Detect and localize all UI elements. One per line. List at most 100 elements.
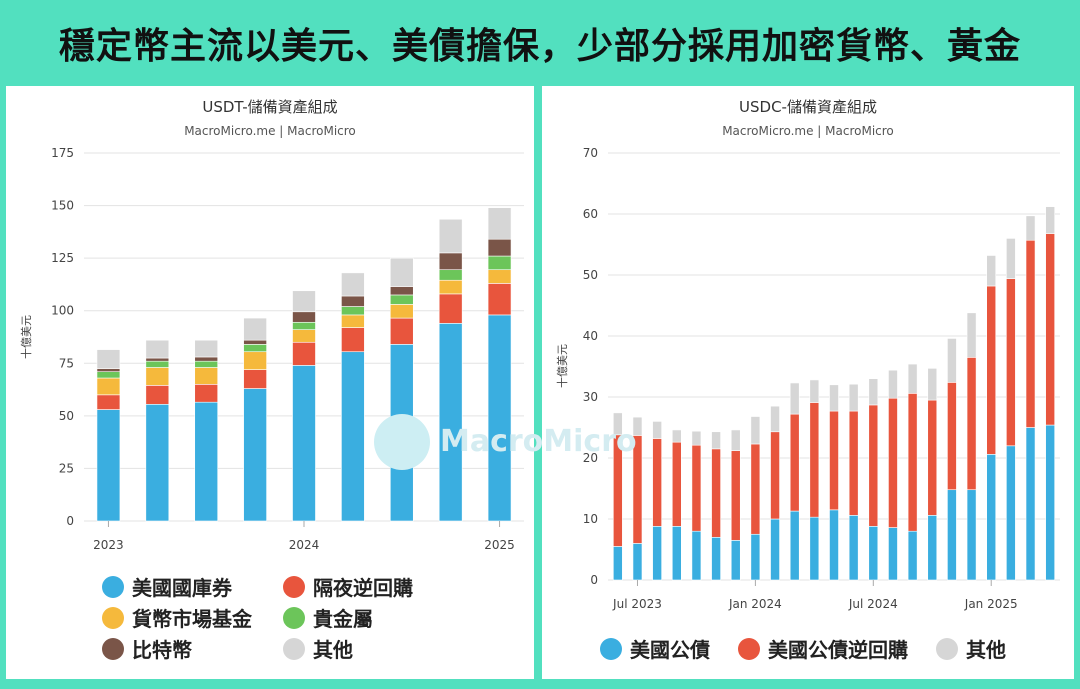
bar-segment-other	[927, 368, 938, 401]
legend-swatch-icon	[600, 637, 622, 660]
legend-label: 貴金屬	[313, 607, 373, 631]
legend-swatch-icon	[102, 575, 124, 598]
headline: 穩定幣主流以美元、美債擔保，少部分採用加密貨幣、黃金	[58, 26, 1021, 67]
brand-footer: 大数跨境	[10, 654, 114, 679]
bar-segment-repo	[829, 410, 839, 511]
bar-segment-other	[652, 421, 662, 439]
y-tick-label: 20	[583, 451, 598, 465]
y-tick-label: 50	[59, 409, 74, 423]
bar-segment-btc	[341, 295, 365, 307]
x-tick-label: Jan 2024	[728, 597, 782, 611]
y-axis-label: 十億美元	[555, 344, 569, 388]
bar-segment-mmf	[487, 269, 512, 284]
bar-segment-repo	[1045, 233, 1055, 426]
legend-item[interactable]: 隔夜逆回購	[283, 572, 413, 601]
bar-segment-repo	[145, 385, 170, 405]
y-tick-label: 0	[590, 573, 598, 587]
bar-segment-treasury	[1006, 445, 1016, 581]
bar-segment-mmf	[389, 304, 414, 319]
bar-segment-other	[711, 431, 721, 450]
legend-label: 美國國庫券	[132, 576, 232, 600]
usdc-chart-panel: USDC-儲備資產組成 MacroMicro.me | MacroMicro 0…	[542, 86, 1074, 679]
y-tick-label: 125	[51, 251, 74, 265]
bar-segment-repo	[986, 285, 997, 455]
chart-subtitle: MacroMicro.me | MacroMicro	[722, 124, 894, 138]
watermark-logo-icon	[374, 414, 430, 470]
bar-segment-other	[730, 429, 741, 451]
y-tick-label: 50	[583, 268, 598, 282]
bar-segment-other	[750, 416, 761, 445]
bar-segment-treasury	[487, 314, 512, 522]
legend-item[interactable]: 比特幣	[102, 634, 192, 663]
legend-item[interactable]: 美國公債逆回購	[738, 634, 908, 663]
bar-segment-treasury	[947, 489, 957, 581]
usdt-plot-area: 0 25 50 75 100 125 150 175 十億美元 2023 2024 2025	[19, 146, 524, 552]
y-tick-label: 60	[583, 207, 598, 221]
bar-segment-treasury	[966, 489, 977, 581]
bar-segment-other	[986, 255, 997, 287]
bar-segment-other	[888, 369, 898, 399]
bar-segment-gold	[341, 306, 365, 316]
bar-segment-treasury	[750, 533, 761, 581]
bar-segment-treasury	[770, 518, 780, 581]
bar-segment-treasury	[809, 516, 820, 581]
chart-subtitle: MacroMicro.me | MacroMicro	[184, 124, 356, 138]
bar-segment-btc	[243, 339, 267, 345]
bar-segment-repo	[691, 444, 702, 532]
bar-segment-mmf	[243, 351, 267, 370]
bar-segment-treasury	[194, 401, 219, 522]
x-tick-label: 2025	[484, 538, 515, 552]
bar-segment-repo	[888, 397, 898, 528]
bar-segment-repo	[243, 369, 267, 389]
bar-segment-repo	[809, 402, 820, 518]
bar-segment-gold	[487, 255, 512, 271]
usdt-chart-panel: USDT-儲備資產組成 MacroMicro.me | MacroMicro 0…	[6, 86, 534, 679]
watermark: MacroMicro	[440, 424, 637, 459]
bar-segment-other	[632, 416, 643, 436]
bar-segment-btc	[194, 356, 219, 362]
bar-segment-gold	[145, 360, 170, 368]
legend-label: 比特幣	[132, 638, 192, 662]
y-tick-label: 70	[583, 146, 598, 160]
bar-segment-other	[292, 290, 316, 313]
bar-segment-treasury	[341, 351, 365, 522]
legend-swatch-icon	[102, 606, 124, 629]
bar-segment-treasury	[986, 454, 997, 581]
legend-item[interactable]: 美國公債	[600, 634, 710, 663]
y-tick-label: 25	[59, 461, 74, 475]
bar-segment-treasury	[829, 509, 839, 581]
legend-item[interactable]: 美國國庫券	[102, 572, 232, 601]
bar-segment-repo	[730, 450, 741, 541]
legend-swatch-icon	[102, 637, 124, 660]
legend-label: 貨幣市場基金	[132, 607, 252, 631]
legend-item[interactable]: 貨幣市場基金	[102, 603, 252, 632]
bar-segment-btc	[487, 238, 512, 257]
y-axis-label: 十億美元	[19, 315, 33, 359]
bar-segment-treasury	[868, 526, 879, 581]
y-tick-label: 40	[583, 329, 598, 343]
bar-segment-treasury	[438, 323, 463, 522]
legend-item[interactable]: 貴金屬	[283, 603, 373, 632]
bar-segment-treasury	[1045, 424, 1055, 581]
bar-segment-other	[947, 338, 957, 383]
bar-segment-mmf	[438, 279, 463, 295]
bar-segment-mmf	[341, 314, 365, 328]
bar-segment-treasury	[888, 527, 898, 581]
legend-label: 美國公債	[630, 638, 710, 662]
chart-title: USDT-儲備資產組成	[202, 98, 338, 116]
bar-segment-other	[341, 272, 365, 297]
bar-segment-repo	[711, 448, 721, 538]
brand-logo-icon	[10, 655, 40, 678]
bar-segment-treasury	[671, 526, 682, 581]
bar-segment-btc	[145, 357, 170, 362]
bar-segment-repo	[789, 413, 800, 512]
legend-label: 其他	[313, 638, 353, 662]
bar-segment-other	[829, 384, 839, 412]
legend-item[interactable]: 其他	[283, 634, 353, 663]
bar-segment-other	[848, 383, 859, 412]
legend-item[interactable]: 其他	[936, 634, 1006, 663]
brand-name: 大数跨境	[46, 659, 114, 679]
bar-segment-repo	[389, 317, 414, 345]
bar-segment-other	[487, 207, 512, 240]
bar-segment-repo	[966, 357, 977, 491]
